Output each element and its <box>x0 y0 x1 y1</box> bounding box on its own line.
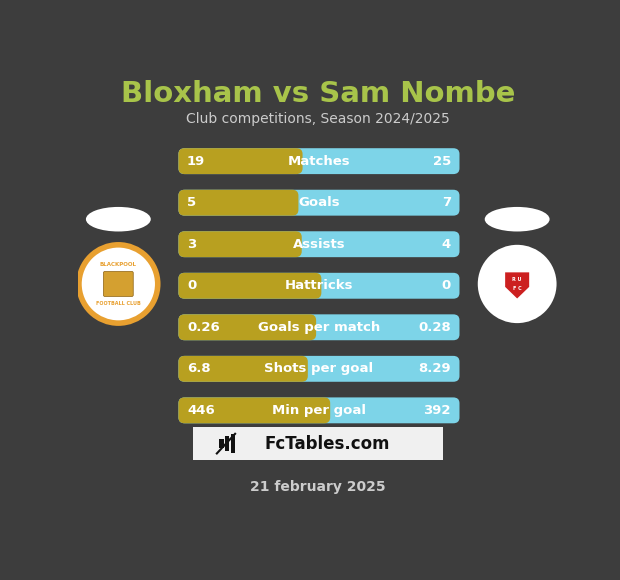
Text: 0.28: 0.28 <box>418 321 451 333</box>
FancyBboxPatch shape <box>179 356 459 382</box>
Text: Hattricks: Hattricks <box>285 279 353 292</box>
Ellipse shape <box>86 207 151 231</box>
Text: FOOTBALL CLUB: FOOTBALL CLUB <box>96 300 141 306</box>
Text: F C: F C <box>513 286 521 291</box>
Text: R U: R U <box>512 277 522 282</box>
FancyBboxPatch shape <box>179 356 308 382</box>
FancyBboxPatch shape <box>179 148 303 174</box>
Text: 6.8: 6.8 <box>187 362 211 375</box>
Text: Goals per match: Goals per match <box>258 321 380 333</box>
FancyBboxPatch shape <box>179 314 459 340</box>
Text: 7: 7 <box>441 196 451 209</box>
Text: Assists: Assists <box>293 238 345 251</box>
FancyBboxPatch shape <box>179 190 459 216</box>
FancyBboxPatch shape <box>225 437 229 451</box>
FancyBboxPatch shape <box>231 434 235 454</box>
Text: 19: 19 <box>187 155 205 168</box>
Text: 25: 25 <box>433 155 451 168</box>
Text: Goals: Goals <box>298 196 340 209</box>
FancyBboxPatch shape <box>179 397 459 423</box>
FancyBboxPatch shape <box>179 148 459 174</box>
FancyBboxPatch shape <box>179 397 330 423</box>
FancyBboxPatch shape <box>193 427 443 461</box>
Text: 3: 3 <box>187 238 197 251</box>
FancyBboxPatch shape <box>104 271 133 296</box>
Text: Bloxham vs Sam Nombe: Bloxham vs Sam Nombe <box>120 80 515 108</box>
FancyBboxPatch shape <box>179 190 298 216</box>
Text: BLACKPOOL: BLACKPOOL <box>100 262 137 267</box>
FancyBboxPatch shape <box>179 231 459 257</box>
FancyBboxPatch shape <box>179 231 302 257</box>
Text: 392: 392 <box>423 404 451 417</box>
Text: 0: 0 <box>187 279 197 292</box>
Text: 446: 446 <box>187 404 215 417</box>
FancyBboxPatch shape <box>219 439 224 448</box>
Ellipse shape <box>79 245 157 323</box>
Text: 4: 4 <box>441 238 451 251</box>
FancyBboxPatch shape <box>179 273 321 299</box>
Text: Min per goal: Min per goal <box>272 404 366 417</box>
Text: 5: 5 <box>187 196 196 209</box>
Text: 21 february 2025: 21 february 2025 <box>250 480 386 494</box>
Text: FcTables.com: FcTables.com <box>265 434 390 452</box>
FancyBboxPatch shape <box>179 273 459 299</box>
Text: 0: 0 <box>441 279 451 292</box>
FancyBboxPatch shape <box>179 314 316 340</box>
Ellipse shape <box>478 245 557 323</box>
Text: 8.29: 8.29 <box>418 362 451 375</box>
Text: Club competitions, Season 2024/2025: Club competitions, Season 2024/2025 <box>186 112 450 126</box>
Text: Shots per goal: Shots per goal <box>264 362 373 375</box>
Text: Matches: Matches <box>288 155 350 168</box>
Ellipse shape <box>485 207 549 231</box>
PathPatch shape <box>505 273 529 299</box>
Text: 0.26: 0.26 <box>187 321 220 333</box>
